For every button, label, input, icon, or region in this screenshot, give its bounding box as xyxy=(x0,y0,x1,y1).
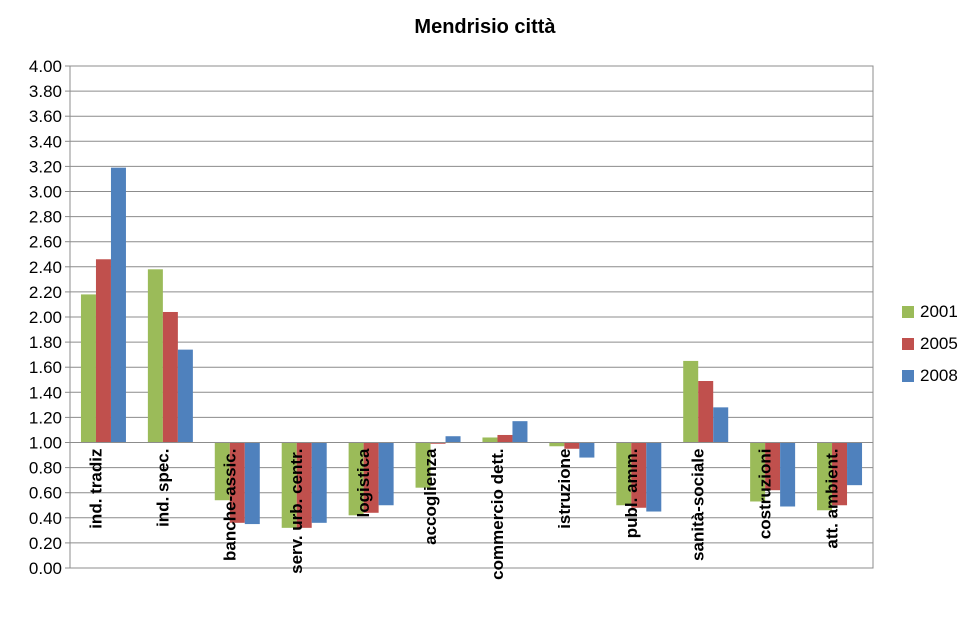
legend-label-2001: 2001 xyxy=(920,302,958,321)
x-category-label: serv. urb. centr. xyxy=(287,449,306,574)
y-tick-label: 3.60 xyxy=(29,107,62,126)
y-tick-label: 3.00 xyxy=(29,183,62,202)
y-tick-label: 0.00 xyxy=(29,559,62,578)
bar-2005 xyxy=(832,442,848,506)
y-tick-label: 2.80 xyxy=(29,208,62,227)
bar-2001 xyxy=(214,442,230,501)
bar-2008 xyxy=(780,442,796,507)
y-tick-label: 3.20 xyxy=(29,157,62,176)
bar-2001 xyxy=(549,442,565,447)
x-category-label: ind. tradiz xyxy=(86,449,105,529)
x-category-label: logistica xyxy=(354,448,373,518)
bar-2008 xyxy=(713,407,729,443)
bar-2005 xyxy=(564,442,580,449)
bar-2001 xyxy=(415,442,431,488)
x-category-label: ind. spec. xyxy=(153,449,172,527)
bar-2008 xyxy=(512,421,528,443)
x-category-label: commercio dett. xyxy=(488,449,507,580)
legend-swatch-2005 xyxy=(902,338,914,350)
bar-2001 xyxy=(80,294,96,443)
bar-2001 xyxy=(482,437,498,443)
x-category-label: costruzioni xyxy=(756,449,775,540)
bar-2005 xyxy=(765,442,781,491)
bar-2008 xyxy=(378,442,394,506)
bar-2008 xyxy=(177,349,193,443)
x-category-label: accoglienza xyxy=(421,448,440,545)
bar-2008 xyxy=(311,442,327,523)
y-tick-label: 3.80 xyxy=(29,82,62,101)
bar-2001 xyxy=(683,360,699,443)
y-tick-label: 1.20 xyxy=(29,408,62,427)
y-tick-label: 1.60 xyxy=(29,358,62,377)
legend-swatch-2008 xyxy=(902,370,914,382)
legend-label-2005: 2005 xyxy=(920,334,958,353)
bar-2005 xyxy=(430,442,446,444)
bar-2005 xyxy=(162,311,178,443)
bar-2001 xyxy=(616,442,632,506)
y-tick-label: 0.40 xyxy=(29,509,62,528)
bar-2008 xyxy=(847,442,863,486)
bar-2001 xyxy=(817,442,833,511)
legend-item-2005: 2005 xyxy=(902,328,958,360)
bar-2005 xyxy=(95,259,111,443)
legend-item-2008: 2008 xyxy=(902,360,958,392)
chart-title: Mendrisio città xyxy=(414,16,556,38)
y-tick-label: 0.60 xyxy=(29,484,62,503)
legend-item-2001: 2001 xyxy=(902,296,958,328)
legend-swatch-2001 xyxy=(902,306,914,318)
labels: 0.00 0.20 0.40 0.60 0.80 1.00 1.20 1.40 1.60 1.80… xyxy=(29,57,842,580)
bar-2005 xyxy=(363,442,379,513)
bars xyxy=(80,167,863,528)
bar-2001 xyxy=(147,269,163,443)
bar-2005 xyxy=(698,381,714,443)
y-tick-label: 1.40 xyxy=(29,383,62,402)
bar-2005 xyxy=(296,442,312,528)
bar-2005 xyxy=(497,434,513,443)
bar-2005 xyxy=(229,442,245,523)
x-category-label: att. ambient. xyxy=(823,449,842,549)
y-tick-label: 1.80 xyxy=(29,333,62,352)
y-tick-label: 2.20 xyxy=(29,283,62,302)
x-category-label: publ. amm. xyxy=(622,449,641,539)
x-category-label: istruzione xyxy=(555,449,574,529)
bar-2008 xyxy=(579,442,595,458)
y-tick-label: 1.00 xyxy=(29,434,62,453)
bar-2008 xyxy=(646,442,662,512)
y-tick-label: 4.00 xyxy=(29,57,62,76)
plot-area-border xyxy=(69,65,874,569)
y-tick-label: 2.60 xyxy=(29,233,62,252)
y-tick-label: 2.40 xyxy=(29,258,62,277)
bar-2001 xyxy=(281,442,297,528)
bar-2008 xyxy=(445,436,461,443)
x-category-label: banche-assic. xyxy=(220,449,239,561)
bar-2001 xyxy=(348,442,364,516)
bar-2005 xyxy=(631,442,647,508)
bar-2001 xyxy=(750,442,766,502)
legend-label-2008: 2008 xyxy=(920,366,958,385)
bar-2008 xyxy=(110,167,126,443)
y-tick-label: 0.80 xyxy=(29,459,62,478)
bar-2008 xyxy=(244,442,260,525)
y-tick-label: 3.40 xyxy=(29,132,62,151)
axes xyxy=(65,65,874,569)
y-tick-label: 0.20 xyxy=(29,534,62,553)
y-tick-label: 2.00 xyxy=(29,308,62,327)
x-category-label: sanità-sociale xyxy=(689,449,708,561)
legend: 2001 2005 2008 xyxy=(902,296,958,392)
